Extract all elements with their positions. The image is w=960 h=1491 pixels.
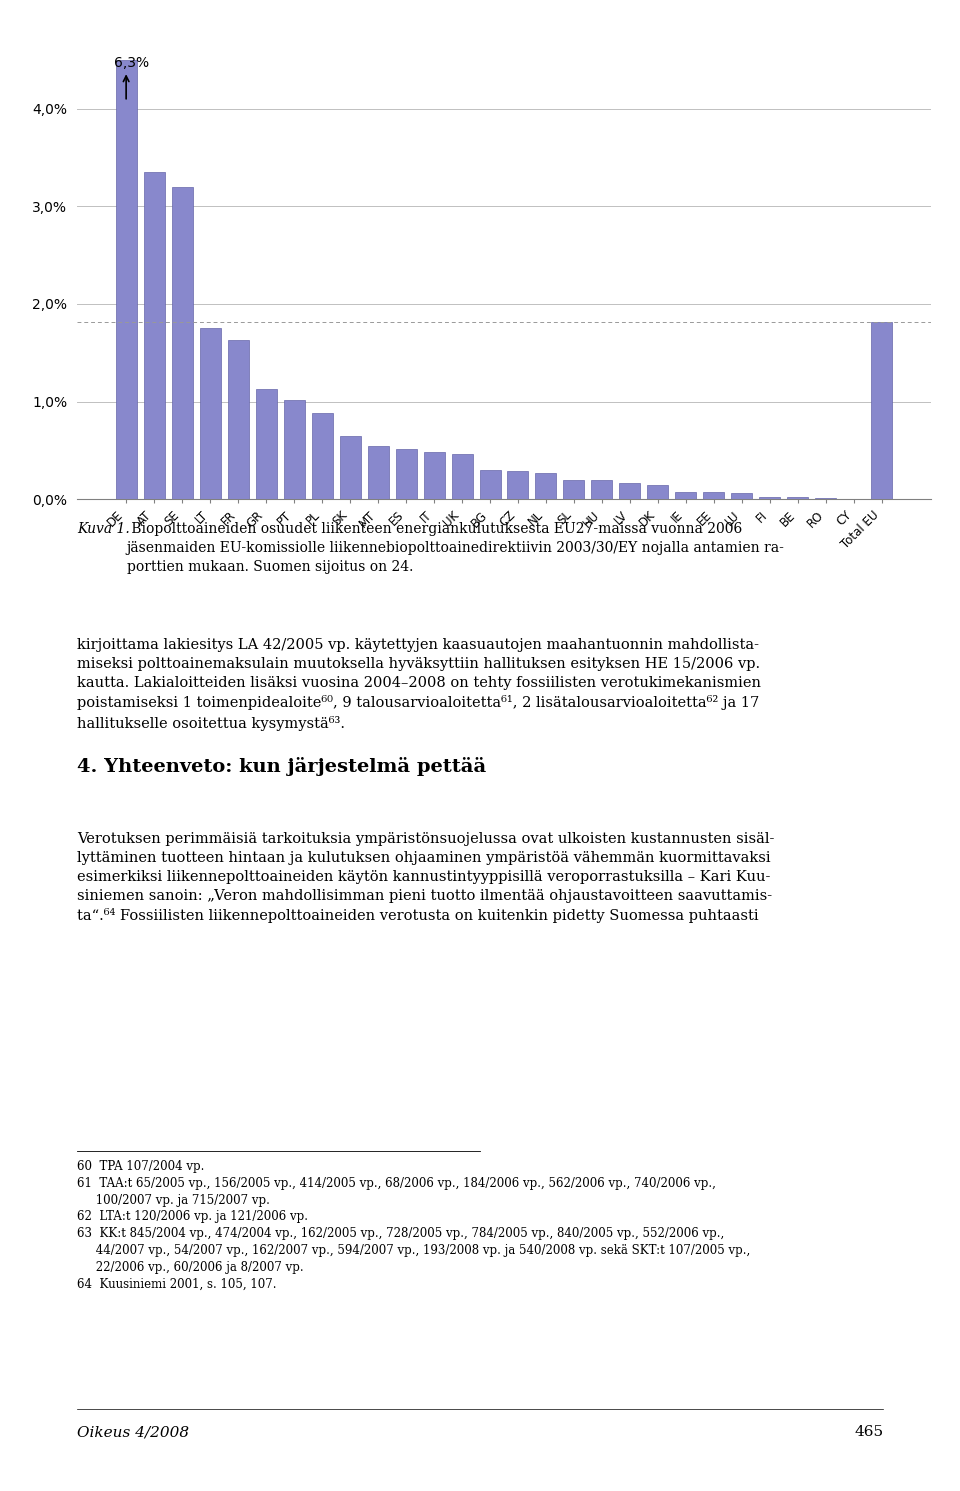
Bar (508, 471, 529, 499)
Text: Verotuksen perimmäisiä tarkoituksia ympäristönsuojelussa ovat ulkoisten kustannu: Verotuksen perimmäisiä tarkoituksia ympä… (77, 832, 774, 923)
Bar (144, 171, 164, 499)
Bar (451, 453, 472, 499)
Bar (228, 340, 249, 499)
Bar (591, 480, 612, 499)
Bar (536, 473, 557, 499)
Bar (396, 449, 417, 499)
Bar (759, 497, 780, 499)
Bar (676, 492, 696, 499)
Bar (255, 389, 276, 499)
Bar (312, 413, 332, 499)
Bar (368, 446, 389, 499)
Bar (172, 186, 193, 499)
Text: 6,3%: 6,3% (113, 57, 149, 70)
Text: 465: 465 (854, 1425, 883, 1439)
Bar (704, 492, 725, 499)
Text: kirjoittama lakiesitys LA 42/2005 vp. käytettyjen kaasuautojen maahantuonnin mah: kirjoittama lakiesitys LA 42/2005 vp. kä… (77, 638, 760, 731)
Bar (340, 435, 361, 499)
Bar (647, 485, 668, 499)
Text: Kuva 1.: Kuva 1. (77, 522, 130, 535)
Bar (815, 498, 836, 499)
Bar (872, 322, 893, 499)
Bar (200, 328, 221, 499)
Bar (479, 470, 500, 499)
Text: Oikeus 4/2008: Oikeus 4/2008 (77, 1425, 189, 1439)
Bar (619, 483, 640, 499)
Bar (115, 60, 136, 499)
Text: 4. Yhteenveto: kun järjestelmä pettää: 4. Yhteenveto: kun järjestelmä pettää (77, 757, 486, 777)
Bar (283, 400, 304, 499)
Text: Biopolttoaineiden osuudet liikenteen energiankulutuksesta EU27-maissa vuonna 200: Biopolttoaineiden osuudet liikenteen ene… (127, 522, 784, 574)
Bar (732, 492, 753, 499)
Bar (787, 497, 808, 499)
Bar (564, 480, 585, 499)
Text: 60  TPA 107/2004 vp.
61  TAA:t 65/2005 vp., 156/2005 vp., 414/2005 vp., 68/2006 : 60 TPA 107/2004 vp. 61 TAA:t 65/2005 vp.… (77, 1160, 750, 1291)
Bar (423, 452, 444, 499)
